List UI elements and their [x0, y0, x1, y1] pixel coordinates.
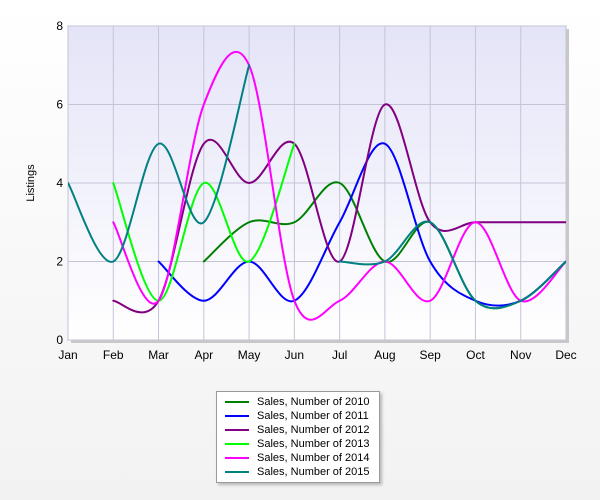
legend-label: Sales, Number of 2011	[257, 410, 369, 422]
legend-item: Sales, Number of 2012	[225, 423, 379, 437]
legend-swatch	[225, 471, 249, 473]
series-line-6	[68, 64, 251, 263]
tick-labels: Jan Feb Mar Apr May Jun Jul Aug Sep Oct Nov Dec 0 2 4 6…	[56, 19, 576, 362]
legend-label: Sales, Number of 2012	[257, 424, 370, 436]
legend-label: Sales, Number of 2013	[257, 438, 370, 450]
legend-swatch	[225, 415, 249, 417]
x-tick-label: Aug	[374, 348, 395, 362]
legend-item: Sales, Number of 2011	[225, 409, 379, 423]
x-tick-label: Jul	[332, 348, 347, 362]
x-tick-label: Jun	[285, 348, 304, 362]
x-tick-label: Dec	[555, 348, 576, 362]
series-line-5	[112, 50, 566, 321]
x-tick-label: Sep	[420, 348, 442, 362]
x-tick-label: May	[238, 348, 261, 362]
legend-label: Sales, Number of 2010	[257, 396, 370, 408]
legend-swatch	[225, 429, 249, 431]
legend-item: Sales, Number of 2015	[225, 465, 379, 479]
y-tick-label: 2	[56, 255, 63, 269]
x-tick-label: Apr	[194, 348, 213, 362]
y-tick-label: 8	[56, 19, 63, 33]
series-line-4	[112, 142, 296, 302]
x-tick-label: Oct	[466, 348, 485, 362]
legend-label: Sales, Number of 2015	[257, 466, 370, 478]
x-tick-label: Jan	[58, 348, 77, 362]
legend: Sales, Number of 2010 Sales, Number of 20…	[216, 391, 380, 483]
legend-item: Sales, Number of 2013	[225, 437, 379, 451]
line-chart: Jan Feb Mar Apr May Jun Jul Aug Sep Oct Nov Dec 0 2 4 6…	[25, 19, 577, 362]
y-tick-label: 4	[56, 176, 63, 190]
legend-label: Sales, Number of 2014	[257, 452, 370, 464]
series-line-2	[157, 142, 566, 307]
y-tick-label: 0	[56, 333, 63, 347]
x-tick-label: Nov	[510, 348, 531, 362]
legend-item: Sales, Number of 2010	[225, 395, 379, 409]
legend-swatch	[225, 457, 249, 459]
legend-item: Sales, Number of 2014	[225, 451, 379, 465]
x-tick-label: Mar	[148, 348, 169, 362]
x-tick-label: Feb	[103, 348, 124, 362]
legend-swatch	[225, 443, 249, 445]
y-tick-label: 6	[56, 98, 63, 112]
series-layer	[68, 50, 566, 321]
series-line-6	[338, 220, 566, 310]
y-axis-title: Listings	[25, 164, 37, 202]
legend-swatch	[225, 401, 249, 403]
